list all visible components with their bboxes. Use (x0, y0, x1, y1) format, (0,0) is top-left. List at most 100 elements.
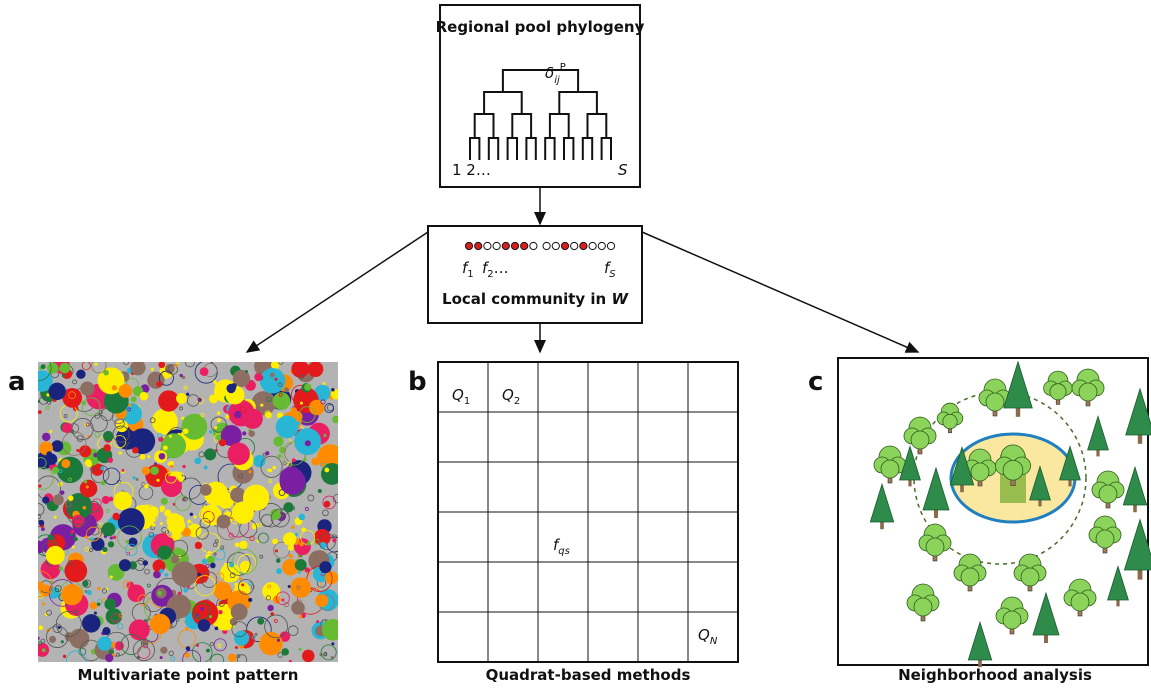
point (217, 418, 221, 422)
point (331, 388, 335, 392)
point (42, 433, 50, 441)
point (140, 392, 149, 401)
point (243, 381, 246, 384)
point (273, 466, 277, 470)
point (215, 626, 219, 630)
point (108, 541, 114, 547)
crown (1050, 384, 1066, 400)
crown (943, 414, 957, 428)
point (281, 599, 284, 602)
point (295, 559, 307, 571)
point (234, 411, 241, 418)
point (283, 532, 296, 545)
point (76, 449, 79, 452)
point (194, 457, 201, 464)
point (265, 451, 269, 455)
point (299, 648, 302, 651)
species-dot (561, 242, 568, 249)
point (112, 385, 117, 390)
point (239, 577, 242, 580)
point (119, 384, 133, 398)
point (183, 428, 189, 434)
crown (1071, 593, 1089, 611)
point (273, 436, 283, 446)
species-dot (521, 242, 528, 249)
point (202, 559, 207, 564)
species-dot (580, 242, 587, 249)
point (86, 485, 89, 488)
point (38, 410, 42, 414)
point (198, 619, 210, 631)
point (164, 573, 168, 577)
point (265, 412, 272, 419)
point (161, 498, 168, 505)
point (304, 383, 311, 390)
crown (914, 598, 932, 616)
point (74, 537, 78, 541)
point (51, 440, 63, 452)
point (325, 468, 330, 473)
arrow (247, 232, 428, 352)
point (160, 522, 163, 525)
point (82, 506, 86, 510)
point (61, 640, 64, 643)
point (60, 490, 65, 495)
arrow (642, 232, 918, 352)
point (248, 598, 252, 602)
point (102, 496, 110, 504)
point (197, 573, 201, 577)
point (87, 590, 92, 595)
point (181, 414, 207, 440)
point (280, 469, 306, 495)
species-dot (571, 242, 578, 249)
point (167, 462, 170, 465)
crown (1003, 611, 1021, 629)
trunk (1138, 570, 1143, 580)
tips-last: S (618, 161, 628, 179)
point (97, 602, 101, 606)
phylogeny-title: Regional pool phylogeny (436, 18, 645, 36)
point (147, 455, 150, 458)
point (76, 369, 85, 378)
point (62, 374, 65, 377)
point (288, 545, 294, 551)
trunk (1138, 435, 1142, 444)
point (160, 647, 167, 654)
point (245, 370, 248, 373)
crown (1003, 460, 1023, 480)
panel-caption: Neighborhood analysis (898, 666, 1092, 684)
point (157, 591, 161, 595)
q1-label: Q1 (452, 386, 470, 407)
point (228, 654, 236, 662)
point (160, 505, 165, 510)
point (102, 627, 110, 635)
point (159, 453, 166, 460)
point (226, 384, 235, 393)
species-dot (530, 242, 537, 249)
point (288, 585, 291, 588)
point (171, 555, 179, 563)
point (46, 454, 57, 465)
trunk (1116, 600, 1119, 606)
point (284, 387, 289, 392)
point (200, 367, 209, 376)
point (112, 513, 120, 521)
species-dot (511, 242, 518, 249)
point (276, 415, 299, 438)
point (47, 362, 58, 373)
point (186, 393, 189, 396)
point (308, 361, 324, 377)
point (103, 444, 110, 451)
point (213, 552, 217, 556)
point (242, 431, 246, 435)
species-dot (543, 242, 550, 249)
point (150, 466, 159, 475)
point (35, 581, 44, 590)
species-dot (502, 242, 509, 249)
point (283, 502, 293, 512)
q2-label: Q2 (502, 386, 520, 407)
panel-caption: Quadrat-based methods (486, 666, 691, 684)
point (164, 510, 171, 517)
point (132, 447, 139, 454)
point (200, 484, 212, 496)
